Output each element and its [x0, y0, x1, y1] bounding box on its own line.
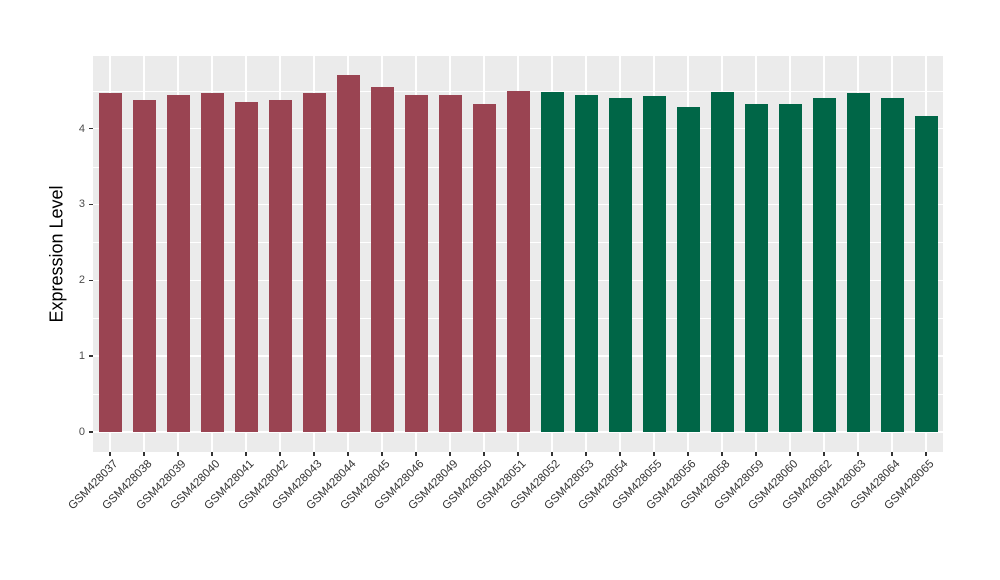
bar-GSM428060	[778, 104, 802, 432]
bar-GSM428063	[846, 92, 870, 432]
bar-GSM428052	[540, 92, 564, 432]
x-axis-tick	[177, 452, 179, 456]
x-axis-tick	[415, 452, 417, 456]
bar-GSM428038	[132, 99, 156, 432]
x-axis-tick	[585, 452, 587, 456]
x-axis-tick	[143, 452, 145, 456]
x-axis-tick	[449, 452, 451, 456]
bar-GSM428058	[710, 92, 734, 432]
x-axis-tick	[653, 452, 655, 456]
y-tick-label: 4	[78, 122, 85, 135]
bar-GSM428042	[268, 99, 292, 432]
y-axis-tick	[89, 203, 93, 206]
x-axis-tick	[381, 452, 383, 456]
x-axis-tick	[755, 452, 757, 456]
y-axis-tick	[89, 355, 93, 357]
bar-GSM428059	[744, 104, 768, 432]
x-axis-tick	[925, 452, 927, 456]
bar-GSM428051	[506, 90, 530, 432]
y-tick-label: 0	[78, 426, 85, 438]
x-axis-tick	[891, 452, 893, 456]
bar-GSM428064	[880, 98, 904, 432]
bar-GSM428065	[914, 116, 938, 432]
x-axis-tick	[517, 452, 519, 456]
x-axis-tick	[551, 452, 553, 456]
x-axis-tick	[109, 452, 111, 456]
bar-GSM428040	[200, 92, 224, 432]
x-axis-tick	[721, 452, 723, 456]
bar-GSM428037	[98, 92, 122, 432]
x-axis-tick	[211, 452, 213, 456]
x-axis-tick	[313, 452, 315, 456]
x-axis-tick	[687, 452, 689, 456]
bar-GSM428055	[642, 95, 666, 432]
bar-GSM428054	[608, 98, 632, 432]
x-axis-tick	[483, 452, 485, 456]
bar-GSM428041	[234, 102, 258, 432]
x-axis-tick	[245, 452, 247, 456]
x-axis-tick	[857, 452, 859, 456]
bar-GSM428053	[574, 95, 598, 432]
y-tick-label: 2	[78, 274, 85, 287]
x-axis-tick	[823, 452, 825, 456]
bar-GSM428062	[812, 97, 836, 432]
bar-GSM428049	[438, 95, 462, 432]
y-tick-label: 3	[78, 198, 85, 211]
y-tick-label: 1	[78, 350, 85, 363]
bar-GSM428050	[472, 104, 496, 432]
bar-GSM428044	[336, 74, 360, 432]
bar-GSM428045	[370, 86, 394, 432]
x-axis-tick	[279, 452, 281, 456]
y-axis-tick	[89, 279, 93, 282]
x-axis-tick	[789, 452, 791, 456]
y-axis-tick	[89, 127, 93, 130]
bar-GSM428046	[404, 95, 428, 432]
bar-GSM428056	[676, 106, 700, 432]
x-axis-tick	[619, 452, 621, 456]
x-axis-tick	[347, 452, 349, 456]
bar-GSM428039	[166, 95, 190, 432]
plot-panel	[93, 56, 943, 452]
y-axis-tick	[89, 431, 93, 433]
bar-GSM428043	[302, 92, 326, 432]
